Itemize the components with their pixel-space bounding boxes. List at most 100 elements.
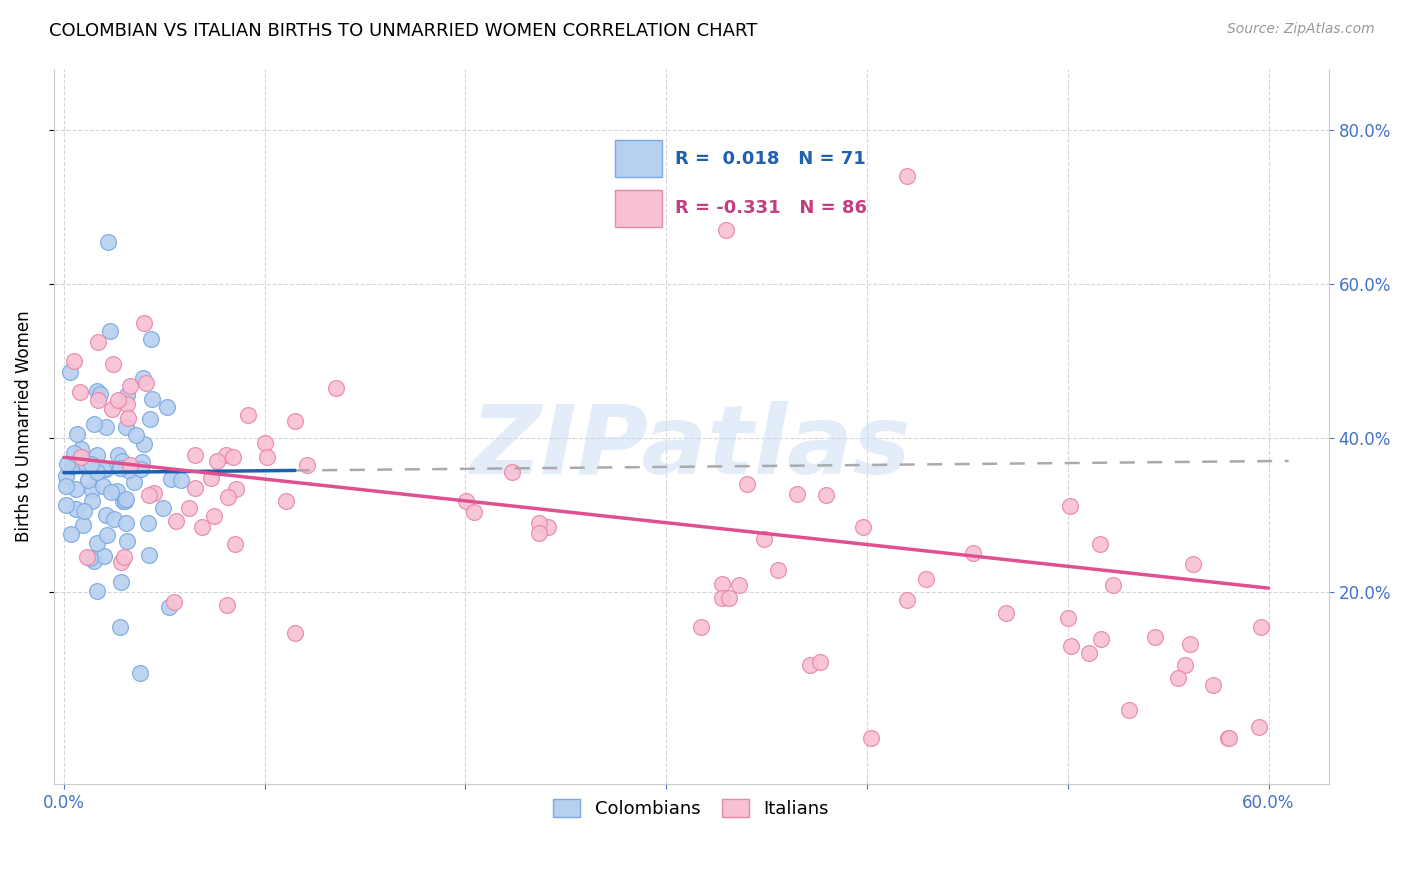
Point	[728, 578, 751, 592]
Point	[118, 458, 141, 472]
Point	[63, 446, 86, 460]
Point	[163, 595, 186, 609]
Point	[766, 563, 789, 577]
Point	[70, 450, 93, 464]
Point	[66, 453, 89, 467]
Point	[112, 549, 135, 564]
Point	[710, 591, 733, 605]
Point	[224, 537, 246, 551]
Point	[786, 487, 808, 501]
Point	[131, 455, 153, 469]
Point	[537, 520, 560, 534]
Point	[527, 525, 550, 540]
Point	[115, 534, 138, 549]
Point	[138, 488, 160, 502]
Point	[86, 583, 108, 598]
Point	[200, 471, 222, 485]
Point	[86, 536, 108, 550]
Point	[860, 731, 883, 746]
Point	[55, 498, 77, 512]
Point	[59, 527, 82, 541]
Point	[132, 436, 155, 450]
Point	[690, 620, 713, 634]
Point	[205, 454, 228, 468]
Point	[183, 481, 205, 495]
Point	[463, 505, 485, 519]
Point	[851, 520, 873, 534]
Point	[141, 392, 163, 407]
Point	[103, 357, 125, 371]
Point	[814, 488, 837, 502]
Point	[222, 450, 245, 464]
Point	[1181, 557, 1204, 571]
Point	[94, 462, 117, 476]
Point	[141, 332, 163, 346]
Point	[86, 448, 108, 462]
Point	[82, 494, 104, 508]
Point	[236, 408, 259, 422]
Point	[65, 502, 87, 516]
Point	[73, 457, 96, 471]
Point	[110, 575, 132, 590]
Point	[93, 549, 115, 564]
Point	[711, 577, 734, 591]
Point	[157, 600, 180, 615]
Point	[1218, 731, 1240, 746]
Point	[100, 484, 122, 499]
Point	[56, 457, 79, 471]
Point	[1167, 671, 1189, 685]
Point	[76, 549, 98, 564]
Point	[156, 400, 179, 414]
Point	[115, 492, 138, 507]
Point	[165, 514, 187, 528]
Text: Source: ZipAtlas.com: Source: ZipAtlas.com	[1227, 22, 1375, 37]
Point	[115, 387, 138, 401]
Point	[501, 465, 523, 479]
Point	[103, 512, 125, 526]
Point	[96, 528, 118, 542]
Point	[59, 365, 82, 379]
Point	[527, 516, 550, 531]
Point	[70, 442, 93, 457]
Point	[152, 501, 174, 516]
Point	[117, 410, 139, 425]
Point	[1060, 640, 1083, 654]
Point	[62, 458, 84, 473]
Point	[107, 448, 129, 462]
Point	[202, 508, 225, 523]
Point	[110, 555, 132, 569]
Point	[115, 397, 138, 411]
Point	[1118, 703, 1140, 717]
Point	[1143, 630, 1166, 644]
Point	[105, 484, 128, 499]
Point	[94, 420, 117, 434]
Point	[217, 491, 239, 505]
Point	[129, 665, 152, 680]
Point	[283, 414, 305, 428]
Point	[1202, 678, 1225, 692]
Point	[1059, 500, 1081, 514]
Point	[98, 324, 121, 338]
Point	[94, 508, 117, 522]
Point	[1078, 646, 1101, 660]
Point	[962, 546, 984, 560]
Point	[69, 384, 91, 399]
Point	[79, 551, 101, 566]
Text: ZIPatlas: ZIPatlas	[471, 401, 911, 494]
Point	[1057, 611, 1080, 625]
Point	[87, 334, 110, 349]
Point	[735, 477, 758, 491]
Point	[177, 501, 200, 516]
Point	[66, 427, 89, 442]
Point	[184, 448, 207, 462]
Point	[110, 454, 132, 468]
Point	[125, 427, 148, 442]
Point	[86, 384, 108, 398]
Point	[73, 504, 96, 518]
Point	[132, 316, 155, 330]
Point	[215, 599, 238, 613]
Point	[190, 520, 212, 534]
Point	[799, 657, 821, 672]
Point	[111, 494, 134, 508]
Point	[135, 376, 157, 391]
